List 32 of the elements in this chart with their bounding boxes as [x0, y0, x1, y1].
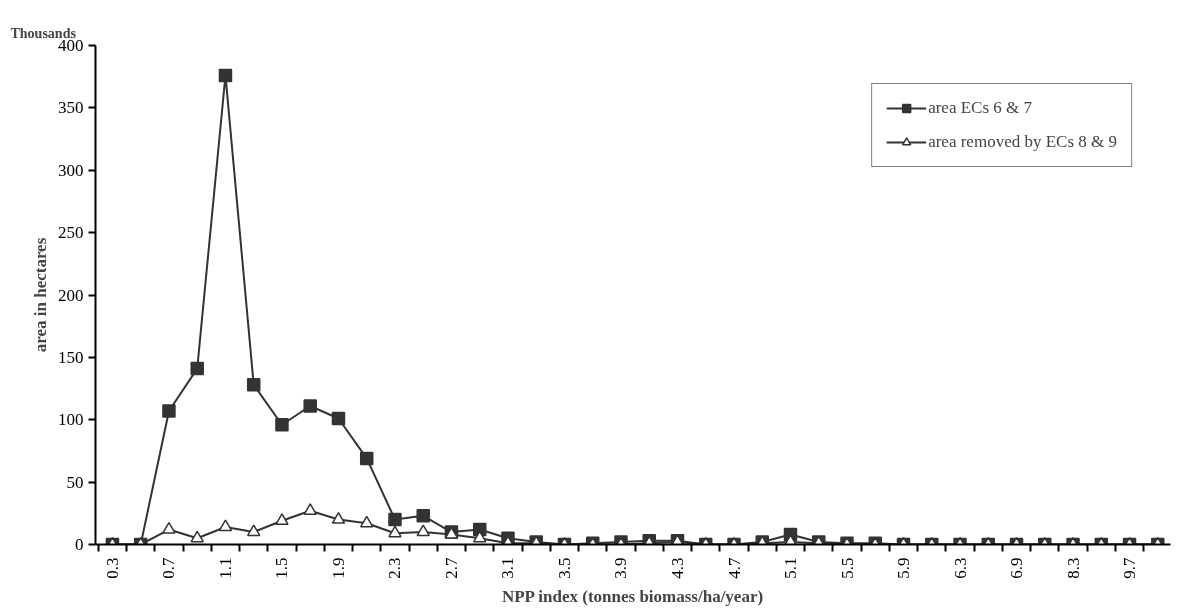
- y-tick-label: 350: [58, 98, 84, 118]
- x-tick-label: 1.1: [215, 557, 235, 579]
- x-tick-label: 2.7: [441, 557, 461, 579]
- x-axis-title: NPP index (tonnes biomass/ha/year): [501, 586, 764, 606]
- y-axis-title: area in hectares: [31, 237, 50, 353]
- y-tick-label: 100: [58, 410, 84, 430]
- text: Thousands: [10, 25, 77, 41]
- x-tick-label: 3.5: [554, 557, 574, 579]
- x-tick-label: 6.3: [950, 557, 970, 579]
- x-tick-label: 8.3: [1063, 557, 1083, 579]
- x-tick-label: 2.3: [385, 557, 405, 579]
- legend-label: area removed by ECs 8 & 9: [928, 132, 1117, 152]
- x-tick-label: 4.7: [724, 557, 744, 579]
- x-tick-label: 5.5: [837, 557, 857, 579]
- y-tick-label: 300: [58, 160, 84, 180]
- x-tick-label: 3.1: [498, 557, 518, 579]
- x-tick-label: 0.7: [159, 557, 179, 579]
- y-tick-label: 200: [58, 285, 84, 305]
- x-tick-label: 6.9: [1007, 557, 1027, 579]
- y-tick-label: 0: [75, 535, 84, 554]
- x-tick-label: 3.9: [611, 557, 631, 579]
- y-tick-label: 50: [66, 472, 84, 492]
- x-tick-label: 4.3: [668, 557, 687, 579]
- x-tick-label: 0.3: [102, 557, 122, 579]
- y-tick-label: 250: [58, 223, 84, 243]
- x-tick-label: 9.7: [1120, 557, 1140, 579]
- x-tick-label: 1.5: [272, 557, 292, 579]
- legend-label: area ECs 6 & 7: [928, 98, 1033, 118]
- x-tick-label: 5.9: [894, 557, 914, 579]
- x-tick-label: 1.9: [328, 557, 348, 579]
- x-tick-label: 5.1: [781, 557, 801, 579]
- y-tick-label: 150: [58, 347, 84, 367]
